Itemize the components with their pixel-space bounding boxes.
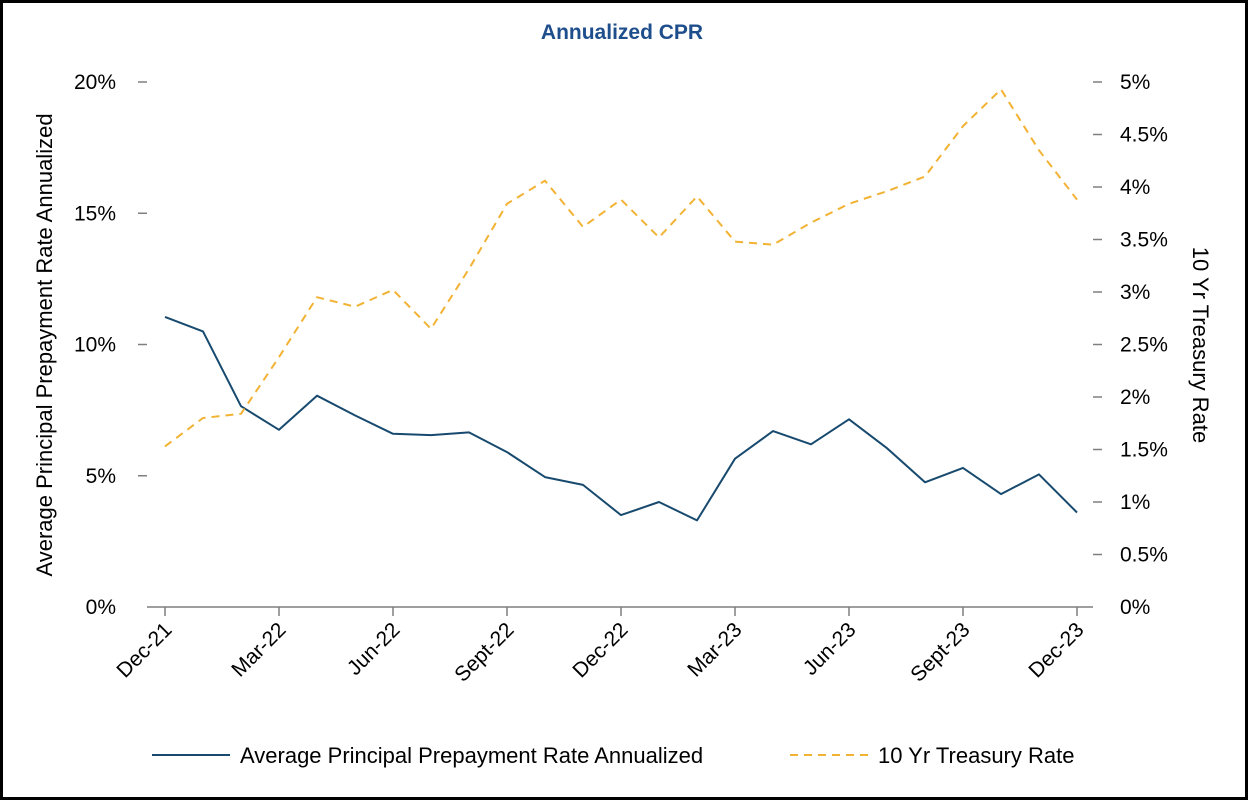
x-axis: Dec-21 Mar-22 Jun-22 Sept-22 Dec-22 Mar-23 Jun… (112, 606, 1093, 687)
x-tick-label: Dec-23 (1024, 618, 1088, 682)
right-tick-label: 2.5% (1120, 334, 1168, 357)
left-tick-label: 0% (86, 596, 116, 619)
x-tick-label: Dec-22 (568, 618, 632, 682)
x-tick-label: Sept-22 (450, 618, 518, 686)
series-lines (164, 88, 1078, 522)
left-tick-label: 20% (74, 71, 116, 94)
right-axis: 0% 0.5% 1% 1.5% 2% 2.5% 3% 3.5% 4% 4.5% 5% (1093, 71, 1168, 619)
chart-title: Annualized CPR (541, 21, 703, 44)
right-tick-label: 4.5% (1120, 124, 1168, 147)
right-tick-label: 5% (1120, 71, 1150, 94)
left-tick-label: 15% (74, 202, 116, 225)
series-line-treasury (164, 88, 1078, 448)
legend-label-treasury: 10 Yr Treasury Rate (878, 743, 1074, 768)
x-tick-label: Dec-21 (112, 618, 176, 682)
right-tick-label: 0.5% (1120, 544, 1168, 567)
left-axis: 0% 5% 10% 15% 20% (74, 71, 147, 619)
right-tick-label: 0% (1120, 596, 1150, 619)
x-tick-label: Mar-23 (683, 618, 746, 681)
legend-label-cpr: Average Principal Prepayment Rate Annual… (240, 743, 703, 768)
left-tick-label: 10% (74, 334, 116, 357)
right-tick-label: 2% (1120, 386, 1150, 409)
x-tick-label: Mar-22 (227, 618, 290, 681)
right-tick-label: 3.5% (1120, 229, 1168, 252)
x-tick-label: Sept-23 (906, 618, 974, 686)
right-tick-label: 3% (1120, 281, 1150, 304)
right-tick-label: 1.5% (1120, 439, 1168, 462)
legend: Average Principal Prepayment Rate Annual… (152, 743, 1074, 768)
right-tick-label: 4% (1120, 176, 1150, 199)
y2-axis-label: 10 Yr Treasury Rate (1188, 247, 1213, 443)
y-axis-label: Average Principal Prepayment Rate Annual… (32, 113, 57, 576)
right-tick-label: 1% (1120, 491, 1150, 514)
left-tick-label: 5% (86, 465, 116, 488)
x-tick-label: Jun-22 (343, 618, 405, 680)
x-tick-label: Jun-23 (799, 618, 861, 680)
series-line-cpr (164, 315, 1078, 522)
